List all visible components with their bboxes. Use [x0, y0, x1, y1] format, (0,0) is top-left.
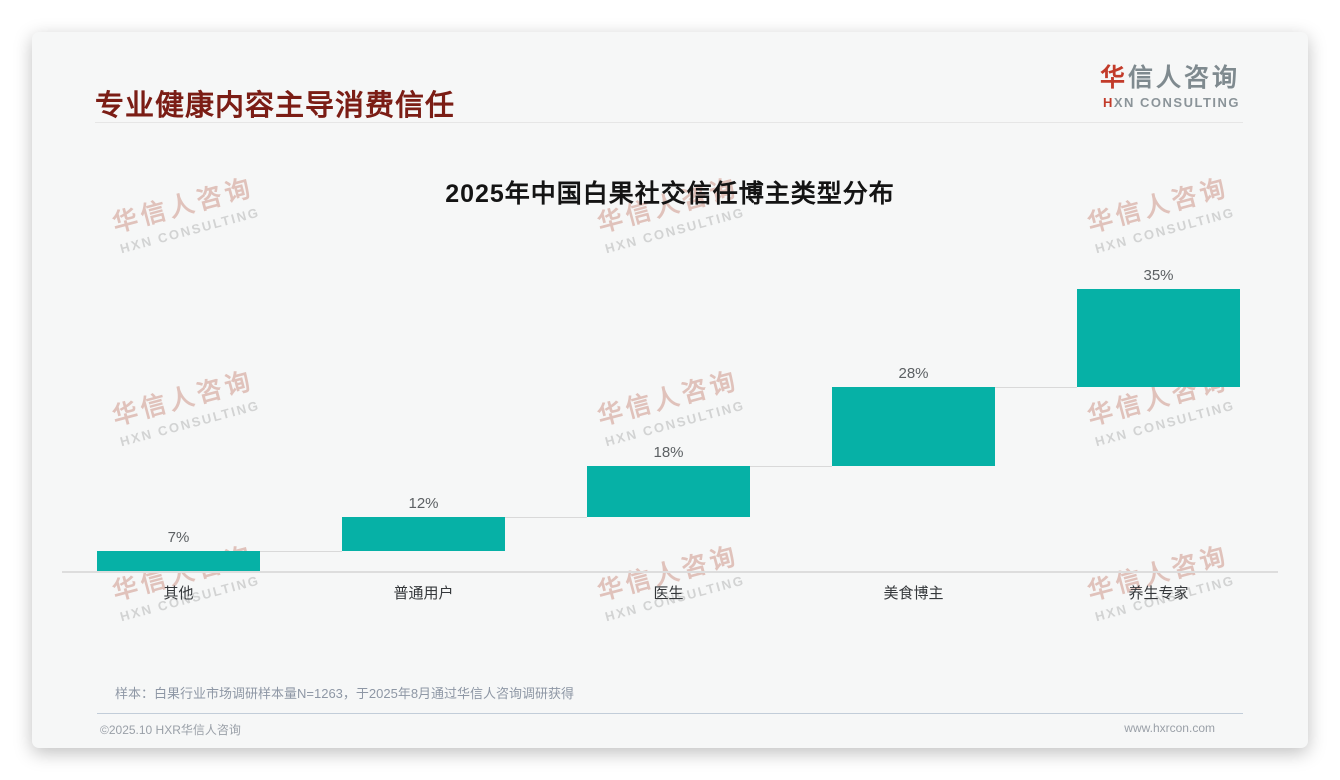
logo-cn-accent: 华	[1099, 64, 1128, 92]
logo-en-rest: XN CONSULTING	[1113, 95, 1240, 110]
page-title: 专业健康内容主导消费信任	[95, 90, 456, 122]
bar-养生专家	[1077, 288, 1240, 388]
slide-card: 华信人咨询 HXN CONSULTING 华信人咨询 HXN CONSULTING 华信…	[32, 32, 1308, 748]
step-connector	[995, 387, 1077, 389]
brand-logo: 华信人咨询 HXN CONSULTING	[1100, 58, 1240, 110]
logo-english-text: HXN CONSULTING	[1100, 95, 1240, 110]
copyright-text: ©2025.10 HXR华信人咨询	[100, 723, 241, 737]
header-divider	[95, 122, 1243, 123]
value-label-普通用户: 12%	[408, 495, 439, 513]
bar-其他	[97, 551, 260, 571]
logo-en-accent: H	[1102, 95, 1114, 110]
category-label-养生专家: 养生专家	[1128, 585, 1189, 602]
bar-美食博主	[832, 387, 995, 467]
sample-note: 样本：白果行业市场调研样本量N=1263，于2025年8月通过华信人咨询调研获得	[115, 686, 575, 701]
logo-chinese-text: 华信人咨询	[1100, 58, 1240, 94]
bar-医生	[587, 466, 750, 518]
bar-普通用户	[342, 517, 505, 552]
value-label-其他: 7%	[167, 529, 190, 547]
waterfall-chart: 7% 其他 12% 普通用户 18% 医生 28% 美食博主 35% 养生专家	[32, 32, 1308, 748]
footer-divider	[97, 713, 1243, 714]
step-connector	[750, 466, 832, 468]
chart-title: 2025年中国白果社交信任博主类型分布	[445, 180, 895, 208]
value-label-美食博主: 28%	[898, 365, 929, 383]
logo-cn-rest: 信人咨询	[1127, 64, 1240, 92]
step-connector	[505, 517, 587, 519]
footer-row: ©2025.10 HXR华信人咨询 www.hxrcon.com	[100, 721, 1215, 738]
value-label-养生专家: 35%	[1143, 266, 1174, 284]
website-text: www.hxrcon.com	[1124, 721, 1215, 735]
value-label-医生: 18%	[653, 444, 684, 462]
category-label-其他: 其他	[163, 585, 194, 602]
category-label-医生: 医生	[653, 585, 684, 602]
step-connector	[260, 551, 342, 553]
category-label-普通用户: 普通用户	[393, 585, 454, 602]
category-label-美食博主: 美食博主	[883, 585, 944, 602]
x-axis-line	[62, 571, 1278, 573]
